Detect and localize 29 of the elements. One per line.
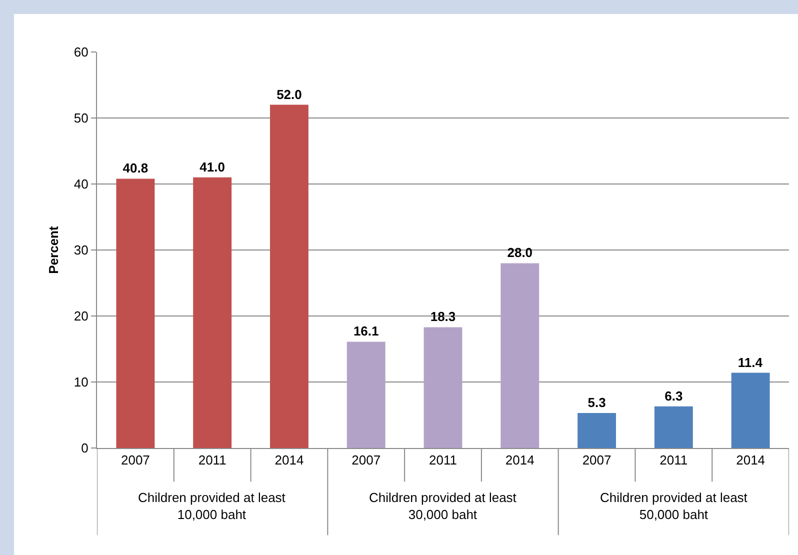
data-label: 18.3 [430, 309, 456, 324]
x-tick-label: 2007 [352, 452, 381, 468]
text: Children provided at least 10,000 baht [138, 490, 286, 522]
data-label: 40.8 [122, 160, 148, 176]
data-label: 41.0 [200, 159, 225, 174]
data-label: 5.3 [588, 395, 606, 410]
y-tick-label: 30 [74, 242, 88, 258]
text: Children provided at least 30,000 baht [369, 490, 517, 522]
x-tick-label: 2014 [274, 452, 304, 468]
y-tick-label: 0 [81, 440, 88, 456]
y-tick-label: 60 [74, 44, 88, 60]
x-tick-label: 2007 [120, 452, 150, 468]
data-label: 16.1 [353, 324, 379, 339]
x-tick-label: 2011 [660, 452, 688, 468]
text: Children provided at least 50,000 baht [600, 490, 748, 522]
y-tick-label: 40 [74, 176, 88, 192]
y-tick-label: 50 [74, 110, 88, 126]
data-label: 52.0 [276, 86, 302, 102]
data-label: 6.3 [664, 388, 683, 404]
y-axis-title: Percent [46, 225, 61, 274]
data-label: 28.0 [507, 245, 533, 260]
y-tick-label: 10 [74, 374, 88, 390]
x-tick-label: 2011 [429, 452, 457, 468]
data-label: 11.4 [738, 354, 764, 370]
x-tick-label: 2014 [736, 452, 766, 468]
y-tick-label: 20 [74, 308, 88, 324]
x-tick-label: 2007 [582, 452, 612, 468]
x-tick-label: 2014 [505, 452, 534, 468]
x-tick-label: 2011 [198, 452, 226, 468]
